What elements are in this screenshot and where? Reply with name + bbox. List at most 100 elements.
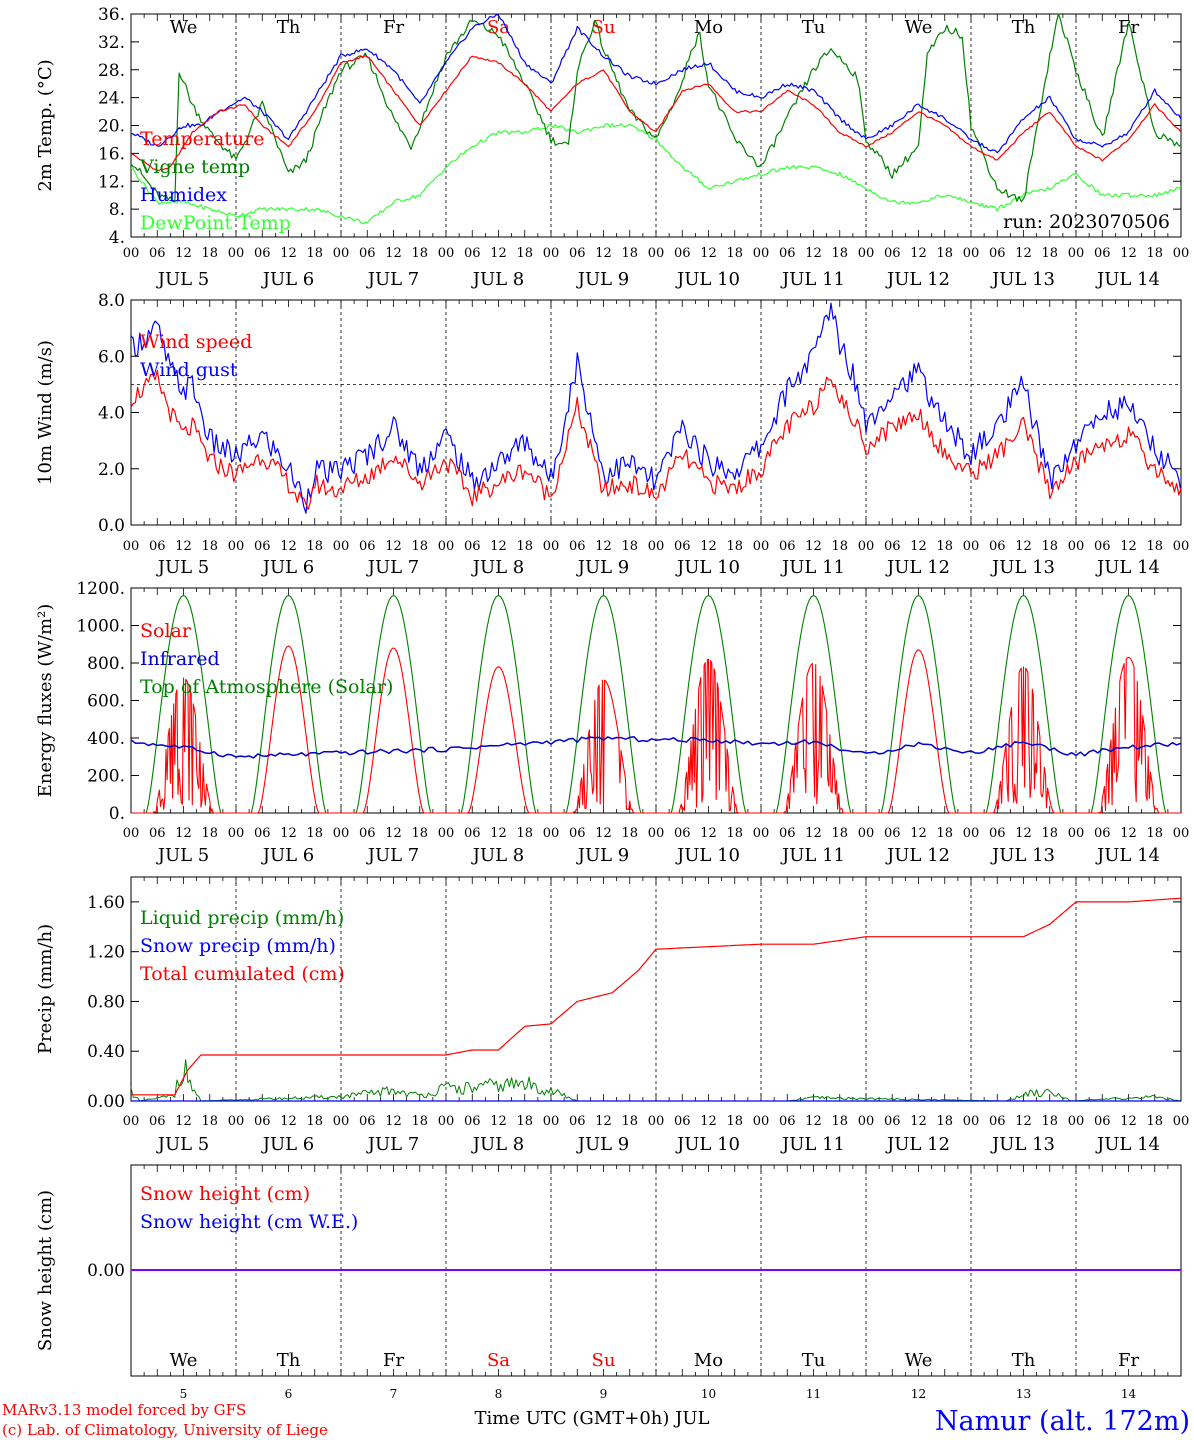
date-label: JUL 8 — [471, 845, 525, 866]
weekday-label: Su — [592, 1350, 616, 1371]
hour-label: 00 — [858, 539, 875, 554]
station-name: Namur (alt. 172m) — [935, 1406, 1190, 1437]
date-label: JUL 13 — [990, 845, 1055, 866]
date-label: JUL 10 — [675, 269, 740, 290]
hour-label: 12 — [385, 826, 402, 841]
date-label: JUL 6 — [261, 269, 315, 290]
credit-line-2: (c) Lab. of Climatology, University of L… — [2, 1421, 328, 1439]
x-axis-title: Time UTC (GMT+0h) JUL — [475, 1408, 710, 1429]
date-label: JUL 12 — [885, 269, 950, 290]
day-number-label: 5 — [180, 1387, 188, 1401]
hour-label: 06 — [884, 539, 901, 554]
hour-label: 00 — [123, 539, 140, 554]
hour-label: 12 — [385, 1114, 402, 1129]
y-tick-label: 20. — [98, 117, 125, 137]
hour-label: 06 — [359, 539, 376, 554]
hour-label: 18 — [831, 1114, 848, 1129]
hour-label: 12 — [1120, 246, 1137, 261]
hour-label: 18 — [621, 246, 638, 261]
hour-label: 18 — [516, 1114, 533, 1129]
series-humidex — [130, 14, 1182, 154]
y-tick-label: 0.00 — [87, 1261, 125, 1281]
hour-label: 18 — [936, 539, 953, 554]
hour-label: 06 — [254, 1114, 271, 1129]
hour-label: 00 — [228, 539, 245, 554]
hour-label: 06 — [149, 539, 166, 554]
hour-label: 12 — [280, 539, 297, 554]
hour-label: 12 — [910, 1114, 927, 1129]
weekday-label: Sa — [487, 17, 510, 38]
hour-label: 00 — [333, 539, 350, 554]
date-label: JUL 10 — [675, 557, 740, 578]
hour-label: 18 — [831, 539, 848, 554]
hour-label: 06 — [674, 246, 691, 261]
date-label: JUL 8 — [471, 1134, 525, 1155]
hour-label: 06 — [884, 1114, 901, 1129]
hour-label: 18 — [936, 1114, 953, 1129]
hour-label: 06 — [254, 539, 271, 554]
hour-label: 00 — [438, 539, 455, 554]
hour-label: 12 — [700, 539, 717, 554]
panel-4: Precip (mm/h) 0.00 0.40 0.80 1.20 1.60 Liquid … — [35, 876, 1190, 1155]
hour-label: 06 — [1094, 826, 1111, 841]
weekday-label: Th — [277, 17, 301, 38]
hour-label: 00 — [333, 1114, 350, 1129]
hour-label: 00 — [1068, 1114, 1085, 1129]
hour-label: 06 — [569, 539, 586, 554]
hour-label: 06 — [569, 1114, 586, 1129]
y-tick-label: 400. — [87, 729, 125, 749]
hour-label: 06 — [674, 826, 691, 841]
hour-label: 06 — [989, 826, 1006, 841]
hour-label: 18 — [306, 826, 323, 841]
hour-label: 06 — [464, 826, 481, 841]
y-tick-label: 1.60 — [87, 893, 125, 913]
hour-label: 12 — [595, 539, 612, 554]
legend-wind-gust: Wind gust — [140, 359, 238, 381]
hour-label: 00 — [1173, 1114, 1190, 1129]
hour-label: 12 — [175, 246, 192, 261]
date-label: JUL 5 — [156, 557, 210, 578]
series-dewpoint-temp — [130, 123, 1182, 225]
date-label: JUL 13 — [990, 1134, 1055, 1155]
y-tick-label: 0.80 — [87, 992, 125, 1012]
date-label: JUL 7 — [366, 1134, 420, 1155]
hour-label: 00 — [438, 246, 455, 261]
hour-label: 18 — [1146, 539, 1163, 554]
y-tick-label: 4. — [109, 228, 125, 248]
date-label: JUL 7 — [366, 845, 420, 866]
hour-label: 06 — [779, 246, 796, 261]
weekday-label: Fr — [383, 17, 404, 38]
hour-label: 00 — [753, 246, 770, 261]
date-label: JUL 11 — [780, 269, 845, 290]
day-number-label: 7 — [390, 1387, 398, 1401]
legend-infrared: Infrared — [140, 648, 220, 670]
hour-label: 12 — [805, 1114, 822, 1129]
weekday-label: Fr — [1118, 1350, 1139, 1371]
y-tick-label: 0.00 — [87, 1092, 125, 1112]
hour-label: 18 — [831, 826, 848, 841]
hour-label: 12 — [805, 539, 822, 554]
date-label: JUL 9 — [576, 269, 630, 290]
hour-label: 12 — [910, 246, 927, 261]
date-label: JUL 6 — [261, 845, 315, 866]
series-wind-gust — [130, 302, 1182, 514]
hour-label: 00 — [543, 539, 560, 554]
date-label: JUL 5 — [156, 845, 210, 866]
hour-label: 00 — [228, 246, 245, 261]
hour-label: 06 — [464, 1114, 481, 1129]
hour-label: 18 — [516, 246, 533, 261]
hour-label: 18 — [936, 826, 953, 841]
hour-label: 18 — [726, 539, 743, 554]
y-tick-label: 28. — [98, 61, 125, 81]
y-tick-label: 4.0 — [98, 404, 125, 424]
hour-label: 18 — [726, 246, 743, 261]
weekday-label: We — [170, 1350, 198, 1371]
hour-label: 00 — [648, 539, 665, 554]
hour-label: 06 — [989, 246, 1006, 261]
panel-5: Snow height (cm) 0.00 Snow height (cm) Snow… — [35, 1164, 1182, 1401]
hour-label: 00 — [1173, 826, 1190, 841]
hour-label: 06 — [989, 539, 1006, 554]
y-tick-label: 1200. — [76, 579, 125, 599]
hour-label: 00 — [228, 1114, 245, 1129]
hour-label: 00 — [1068, 539, 1085, 554]
